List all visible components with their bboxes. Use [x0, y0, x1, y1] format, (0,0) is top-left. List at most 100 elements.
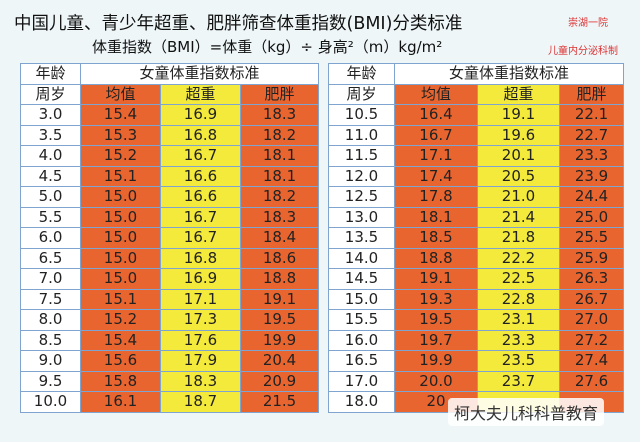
value-cell: 15.3: [80, 124, 161, 146]
group-label: 女童体重指数标准: [79, 63, 320, 85]
value-cell: 15.4: [80, 104, 161, 126]
value-cell: 16.8: [160, 247, 241, 269]
value-cell: 26.3: [558, 268, 625, 290]
value-cell: 19.1: [394, 268, 478, 290]
badge-note: 儿童内分泌科制: [548, 46, 618, 57]
age-cell: 7.5: [20, 288, 81, 310]
value-cell: 25.5: [558, 227, 625, 249]
age-cell: 4.0: [20, 145, 81, 167]
value-cell: 21.0: [477, 186, 560, 208]
header-row: 周岁 均值 超重 肥胖: [328, 83, 625, 105]
value-cell: 24.4: [558, 186, 625, 208]
value-cell: 20.0: [394, 370, 478, 392]
value-cell: 21.8: [477, 227, 560, 249]
data-row: 13.0 18.1 21.4 25.0: [328, 206, 625, 228]
value-cell: 17.8: [394, 186, 478, 208]
value-cell: 19.7: [394, 329, 478, 351]
value-cell: 17.9: [160, 350, 241, 372]
age-cell: 15.0: [328, 288, 395, 310]
data-row: 11.5 17.1 20.1 23.3: [328, 145, 625, 167]
value-cell: 16.7: [394, 124, 478, 146]
watermark: 柯大夫儿科科普教育: [448, 398, 605, 426]
value-cell: 20.9: [239, 370, 320, 392]
value-cell: 16.9: [160, 268, 241, 290]
value-cell: 23.1: [477, 309, 560, 331]
age-cell: 9.5: [20, 370, 81, 392]
column-header: 肥胖: [558, 83, 625, 105]
age-cell: 5.0: [20, 186, 81, 208]
data-row: 6.5 15.0 16.8 18.6: [20, 247, 320, 269]
age-cell: 8.5: [20, 329, 81, 351]
value-cell: 16.9: [160, 104, 241, 126]
value-cell: 18.7: [160, 391, 241, 413]
column-header: 超重: [477, 83, 560, 105]
value-cell: 19.1: [477, 104, 560, 126]
data-row: 3.0 15.4 16.9 18.3: [20, 104, 320, 126]
value-cell: 17.1: [394, 145, 478, 167]
value-cell: 16.6: [160, 186, 241, 208]
data-row: 12.5 17.8 21.0 24.4: [328, 186, 625, 208]
age-cell: 11.0: [328, 124, 395, 146]
value-cell: 16.4: [394, 104, 478, 126]
value-cell: 18.1: [239, 165, 320, 187]
age-cell: 10.0: [20, 391, 81, 413]
header-row: 周岁 均值 超重 肥胖: [20, 83, 320, 105]
value-cell: 19.3: [394, 288, 478, 310]
age-cell: 18.0: [328, 391, 395, 413]
value-cell: 20.4: [239, 350, 320, 372]
value-cell: 23.3: [477, 329, 560, 351]
value-cell: 15.2: [80, 309, 161, 331]
age-cell: 3.5: [20, 124, 81, 146]
data-row: 11.0 16.7 19.6 22.7: [328, 124, 625, 146]
data-row: 6.0 15.0 16.7 18.4: [20, 227, 320, 249]
bmi-table: 年龄 女童体重指数标准 周岁 均值 超重 肥胖 10.5 16.4 19.1 22.1 11.0 16…: [328, 63, 625, 413]
value-cell: 15.0: [80, 227, 161, 249]
age-cell: 12.0: [328, 165, 395, 187]
age-cell: 9.0: [20, 350, 81, 372]
value-cell: 15.8: [80, 370, 161, 392]
value-cell: 19.5: [394, 309, 478, 331]
value-cell: 16.6: [160, 165, 241, 187]
value-cell: 18.2: [239, 186, 320, 208]
header-row: 年龄 女童体重指数标准: [20, 63, 320, 85]
value-cell: 23.5: [477, 350, 560, 372]
data-row: 14.0 18.8 22.2 25.9: [328, 247, 625, 269]
value-cell: 17.6: [160, 329, 241, 351]
value-cell: 18.3: [160, 370, 241, 392]
age-cell: 11.5: [328, 145, 395, 167]
value-cell: 15.0: [80, 206, 161, 228]
value-cell: 22.2: [477, 247, 560, 269]
value-cell: 18.3: [239, 206, 320, 228]
value-cell: 21.5: [239, 391, 320, 413]
data-row: 12.0 17.4 20.5 23.9: [328, 165, 625, 187]
data-row: 17.0 20.0 23.7 27.6: [328, 370, 625, 392]
value-cell: 18.8: [239, 268, 320, 290]
column-header: 均值: [80, 83, 161, 105]
value-cell: 27.2: [558, 329, 625, 351]
age-label: 年龄: [328, 63, 395, 85]
value-cell: 17.4: [394, 165, 478, 187]
value-cell: 15.0: [80, 186, 161, 208]
data-row: 7.5 15.1 17.1 19.1: [20, 288, 320, 310]
value-cell: 15.0: [80, 247, 161, 269]
age-cell: 16.5: [328, 350, 395, 372]
data-row: 8.5 15.4 17.6 19.9: [20, 329, 320, 351]
value-cell: 22.7: [558, 124, 625, 146]
value-cell: 18.1: [239, 145, 320, 167]
data-row: 4.5 15.1 16.6 18.1: [20, 165, 320, 187]
value-cell: 27.6: [558, 370, 625, 392]
value-cell: 17.3: [160, 309, 241, 331]
data-row: 5.5 15.0 16.7 18.3: [20, 206, 320, 228]
value-cell: 15.4: [80, 329, 161, 351]
value-cell: 19.9: [239, 329, 320, 351]
value-cell: 15.2: [80, 145, 161, 167]
value-cell: 16.7: [160, 206, 241, 228]
value-cell: 16.8: [160, 124, 241, 146]
age-cell: 5.5: [20, 206, 81, 228]
value-cell: 23.9: [558, 165, 625, 187]
data-row: 10.5 16.4 19.1 22.1: [328, 104, 625, 126]
age-cell: 17.0: [328, 370, 395, 392]
value-cell: 19.5: [239, 309, 320, 331]
group-label: 女童体重指数标准: [393, 63, 625, 85]
